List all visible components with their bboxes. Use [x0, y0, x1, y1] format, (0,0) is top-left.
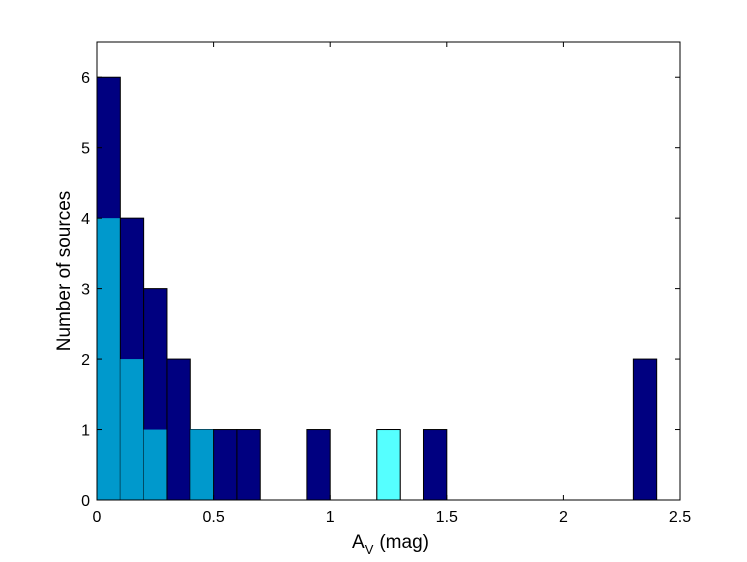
- bar-light-0: [97, 218, 121, 500]
- x-tick-label-2: 1: [326, 509, 335, 526]
- y-tick-label-4: 4: [81, 211, 90, 228]
- bar-total-3: [166, 358, 191, 501]
- ticks-group: [96, 42, 681, 501]
- x-tick-label-3: 1.5: [436, 509, 458, 526]
- bar-light-4: [190, 429, 214, 500]
- bar-total-9: [422, 429, 448, 501]
- bar-total-5: [213, 429, 238, 501]
- y-tick-label-0: 0: [81, 493, 90, 510]
- bar-light-1: [120, 359, 144, 500]
- y-tick-label-1: 1: [81, 423, 90, 440]
- x-axis-title-subscript: V: [365, 542, 374, 557]
- y-tick-label-3: 3: [81, 282, 90, 299]
- bar-total-10: [632, 358, 658, 501]
- bar-light-2: [143, 429, 167, 500]
- x-axis-title: AV (mag): [352, 532, 429, 557]
- x-tick-label-4: 2: [559, 509, 568, 526]
- x-axis-title-unit: (mag): [379, 532, 429, 553]
- bar-total-6: [236, 429, 261, 501]
- bar-total-7: [306, 429, 331, 501]
- y-tick-label-2: 2: [81, 352, 90, 369]
- x-tick-label-5: 2.5: [669, 509, 691, 526]
- x-tick-label-0: 0: [93, 509, 102, 526]
- bar-cyan-8: [376, 429, 401, 501]
- y-tick-label-5: 5: [81, 141, 90, 158]
- y-axis-title: Number of sources: [54, 191, 75, 352]
- axes-box: [96, 41, 681, 501]
- tick-labels-group: 0 0.5 1 1.5 2 2.5 0 1 2 3 4 5 6: [81, 70, 691, 526]
- x-tick-label-1: 0.5: [202, 509, 224, 526]
- x-axis-title-main: A: [352, 532, 365, 553]
- y-tick-label-6: 6: [81, 70, 90, 87]
